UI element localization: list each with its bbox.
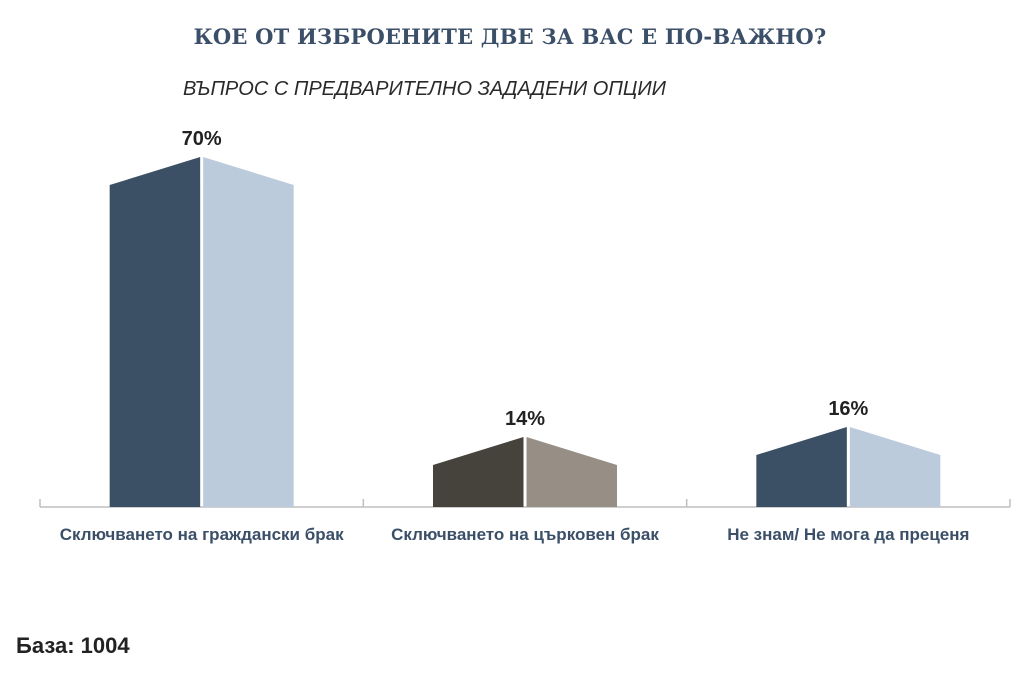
bar-left-face — [109, 157, 201, 507]
bar-right-face — [203, 157, 294, 507]
bar-right-face — [526, 437, 617, 507]
x-axis — [39, 499, 1011, 508]
base-count: База: 1004 — [16, 633, 130, 658]
category-labels-group: Сключването на граждански брак Сключванет… — [60, 525, 970, 544]
category-label: Не знам/ Не мога да преценя — [727, 525, 969, 544]
bar-right-face — [849, 427, 941, 507]
bar-left-face — [433, 437, 524, 507]
bars-group — [109, 157, 941, 507]
value-label: 16% — [828, 398, 868, 420]
value-labels-group: 70% 14% 16% — [182, 128, 869, 430]
bar-chart: 70% 14% 16% Сключването на граждански брак… — [39, 128, 1011, 544]
chart-subtitle: ВЪПРОС С ПРЕДВАРИТЕЛНО ЗАДАДЕНИ ОПЦИИ — [183, 78, 666, 100]
category-label: Сключването на граждански брак — [60, 525, 344, 544]
value-label: 14% — [505, 408, 545, 430]
bar-left-face — [756, 427, 847, 507]
chart-title: КОЕ ОТ ИЗБРОЕНИТЕ ДВЕ ЗА ВАС Е ПО-ВАЖНО? — [193, 24, 827, 49]
category-label: Сключването на църковен брак — [391, 525, 659, 544]
value-label: 70% — [182, 128, 222, 150]
